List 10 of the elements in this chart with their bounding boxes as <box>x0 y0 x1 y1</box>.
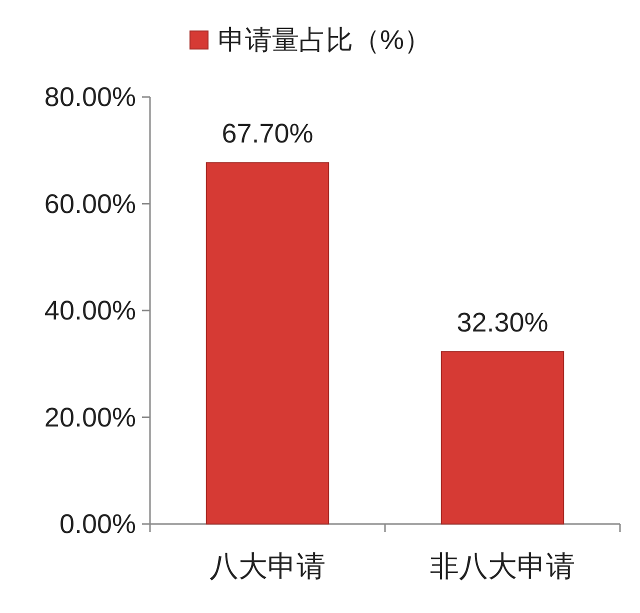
y-tick-label: 0.00% <box>59 509 136 539</box>
y-tick-label: 20.00% <box>44 402 136 432</box>
y-tick-label: 40.00% <box>44 296 136 326</box>
y-tick-label: 80.00% <box>44 82 136 112</box>
data-label: 32.30% <box>456 308 548 338</box>
data-label: 67.70% <box>222 118 314 149</box>
x-tick-label: 八大申请 <box>210 551 326 583</box>
legend-label: 申请量占比（%） <box>218 25 432 55</box>
x-tick-label: 非八大申请 <box>430 551 575 583</box>
y-tick-label: 60.00% <box>44 188 136 219</box>
